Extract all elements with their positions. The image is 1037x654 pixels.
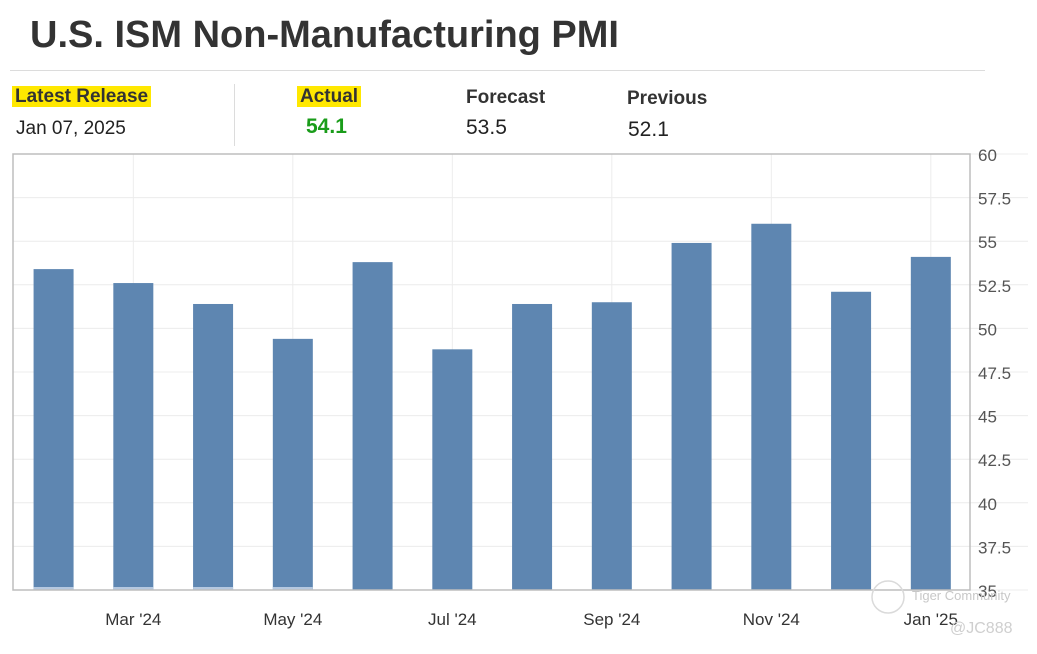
previous-value: 52.1 xyxy=(628,118,669,141)
actual-value: 54.1 xyxy=(306,115,347,138)
latest-release-label: Latest Release xyxy=(12,86,152,108)
y-tick-label: 47.5 xyxy=(978,364,1011,383)
latest-release-value: Jan 07, 2025 xyxy=(16,118,126,139)
y-tick-label: 45 xyxy=(978,408,997,427)
plot-frame xyxy=(12,153,971,591)
x-tick-label: Nov '24 xyxy=(743,610,800,629)
bar xyxy=(193,303,234,590)
x-tick-label: Jul '24 xyxy=(428,610,477,629)
x-tick-label: May '24 xyxy=(263,610,322,629)
x-tick-label: Jan '25 xyxy=(904,610,958,629)
bar xyxy=(831,291,872,590)
y-tick-label: 50 xyxy=(978,320,997,339)
bar xyxy=(113,283,154,590)
stats-divider xyxy=(234,84,235,146)
watermark-handle: @JC888 xyxy=(950,620,1013,637)
bar-baseline xyxy=(193,587,234,590)
bar xyxy=(33,269,74,590)
bar xyxy=(352,262,393,590)
x-tick-label: Sep '24 xyxy=(583,610,640,629)
y-tick-label: 40 xyxy=(978,495,997,514)
bar xyxy=(272,338,313,590)
y-tick-label: 37.5 xyxy=(978,538,1011,557)
actual-label: Actual xyxy=(297,86,362,108)
bar-baseline xyxy=(113,587,154,590)
watermark-logo-icon xyxy=(871,580,905,614)
bar xyxy=(751,223,792,590)
bar xyxy=(512,303,553,590)
y-tick-label: 35 xyxy=(978,582,997,601)
forecast-label: Forecast xyxy=(466,87,546,108)
y-tick-label: 60 xyxy=(978,146,997,165)
y-tick-label: 57.5 xyxy=(978,190,1011,209)
page-title: U.S. ISM Non-Manufacturing PMI xyxy=(30,14,619,56)
bar xyxy=(432,349,473,590)
y-tick-label: 52.5 xyxy=(978,277,1011,296)
y-tick-label: 42.5 xyxy=(978,451,1011,470)
header-divider xyxy=(10,70,985,71)
watermark-brand: Tiger Community xyxy=(912,588,1011,603)
bar xyxy=(591,302,632,590)
bar-baseline xyxy=(272,587,313,590)
y-tick-label: 55 xyxy=(978,233,997,252)
bar xyxy=(671,242,712,590)
previous-label: Previous xyxy=(627,88,708,109)
x-tick-label: Mar '24 xyxy=(105,610,161,629)
bar xyxy=(910,256,951,590)
bar-baseline xyxy=(33,587,74,590)
forecast-value: 53.5 xyxy=(466,116,507,139)
